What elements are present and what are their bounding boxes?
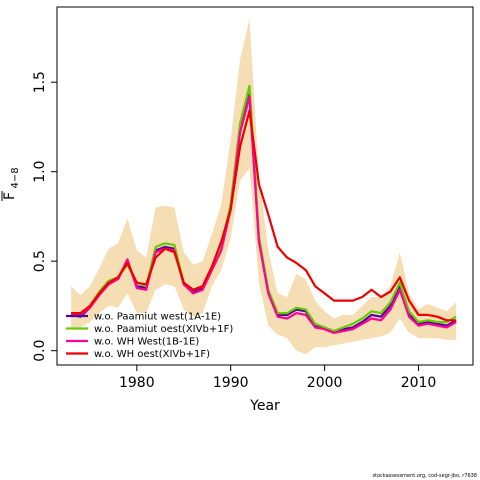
y-tick-label: 0.0 <box>32 340 48 362</box>
x-axis-label: Year <box>249 398 280 414</box>
y-axis-label-main: F <box>2 192 18 200</box>
credit-text: stockassessment.org, cod-segr-jbo, r7638 <box>372 473 477 479</box>
x-tick-label: 2010 <box>401 375 437 391</box>
plot-frame <box>56 6 474 366</box>
confidence-band-layer <box>71 19 457 355</box>
legend: w.o. Paamiut west(1A-1E)w.o. Paamiut oes… <box>66 312 233 360</box>
series-line-4 <box>71 109 457 322</box>
x-tick-label: 1990 <box>213 375 249 391</box>
x-axis: 1980 1990 2000 2010 <box>119 365 436 391</box>
y-axis: 0.0 0.5 1.0 1.5 <box>32 71 57 362</box>
y-tick-label: 0.5 <box>32 250 48 272</box>
y-axis-label: F 4−8 <box>1 167 21 201</box>
x-tick-label: 2000 <box>307 375 343 391</box>
series-layer <box>70 84 457 334</box>
legend-label: w.o. Paamiut oest(XIVb+1F) <box>94 324 233 335</box>
legend-label: w.o. WH West(1B-1E) <box>94 337 199 348</box>
y-tick-label: 1.0 <box>32 161 48 183</box>
y-axis-label-subscript: 4−8 <box>10 167 21 188</box>
y-tick-label: 1.5 <box>32 71 48 93</box>
x-tick-label: 1980 <box>119 375 155 391</box>
series-line-3 <box>71 95 457 334</box>
legend-label: w.o. Paamiut west(1A-1E) <box>94 312 221 323</box>
legend-label: w.o. WH oest(XIVb+1F) <box>94 349 210 360</box>
confidence-band <box>71 19 457 355</box>
